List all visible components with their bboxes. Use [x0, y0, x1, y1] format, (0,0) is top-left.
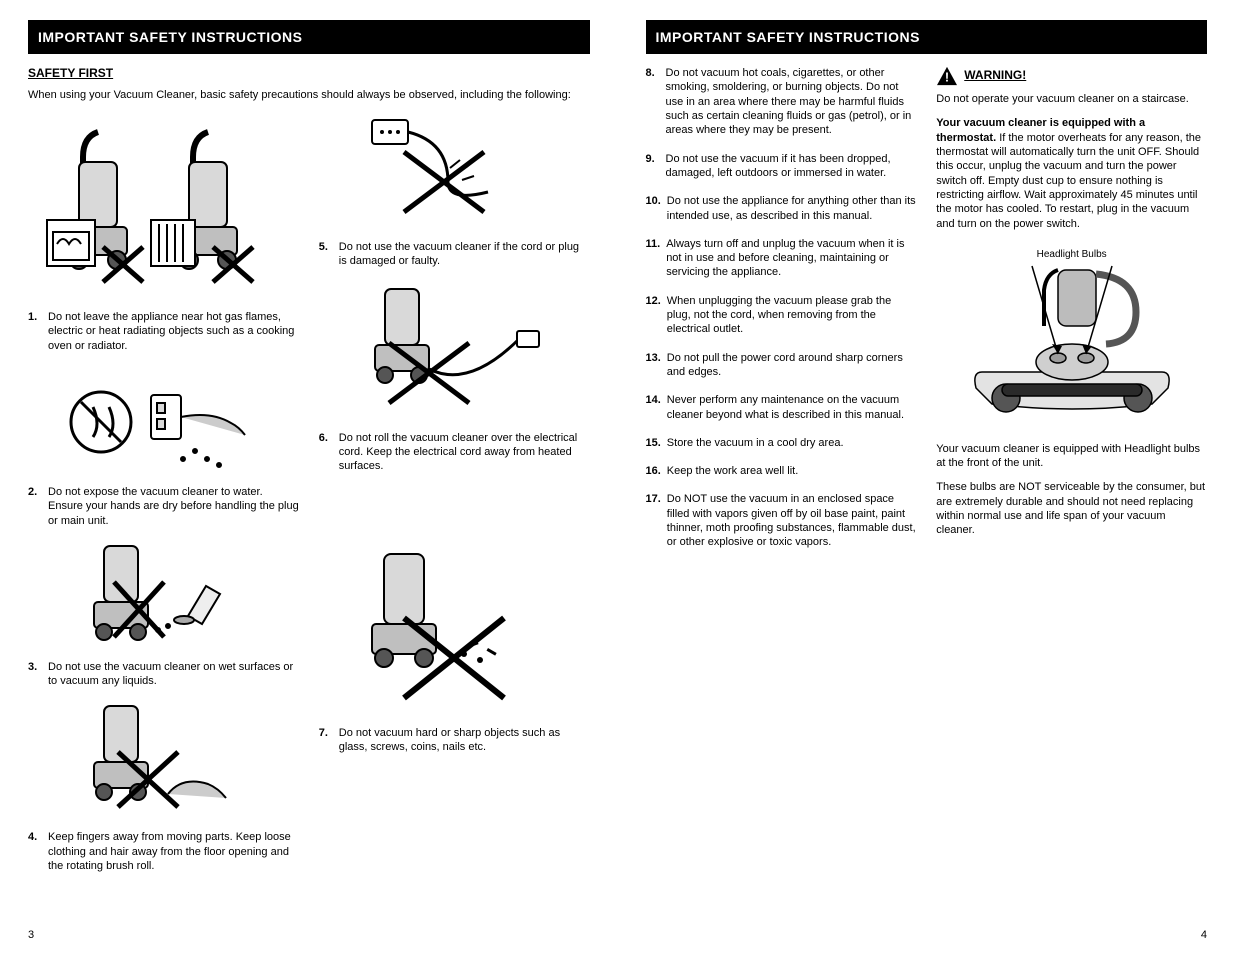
item-number: 5. [319, 240, 333, 269]
right-subcol-2: ! WARNING! Do not operate your vacuum cl… [936, 66, 1207, 563]
warning-body-1: Do not operate your vacuum cleaner on a … [936, 92, 1207, 106]
item-text: Do not leave the appliance near hot gas … [48, 310, 299, 353]
item-number: 13. [646, 351, 661, 380]
item-number: 8. [646, 66, 660, 137]
figure-sharp-objects [319, 548, 590, 718]
safety-item: 1. Do not leave the appliance near hot g… [28, 310, 299, 353]
safety-item: 6. Do not roll the vacuum cleaner over t… [319, 431, 590, 474]
figure-headlight [936, 264, 1207, 434]
svg-text:!: ! [945, 70, 949, 85]
item-number: 16. [646, 464, 661, 478]
figure-no-water [28, 367, 299, 477]
safety-item: 17. Do NOT use the vacuum in an enclosed … [646, 492, 917, 549]
figure-wet-surface [28, 542, 299, 652]
item-text: Do not roll the vacuum cleaner over the … [339, 431, 590, 474]
safety-first-title: SAFETY FIRST [28, 66, 590, 82]
item-number: 10. [646, 194, 661, 223]
right-subcol-1: 8.Do not vacuum hot coals, cigarettes, o… [646, 66, 917, 563]
item-number: 2. [28, 485, 42, 528]
right-header-bar: IMPORTANT SAFETY INSTRUCTIONS [646, 20, 1208, 54]
safety-item: 5. Do not use the vacuum cleaner if the … [319, 240, 590, 269]
item-text: Never perform any maintenance on the vac… [667, 393, 916, 422]
item-number: 6. [319, 431, 333, 474]
safety-item: 13. Do not pull the power cord around sha… [646, 351, 917, 380]
item-number: 3. [28, 660, 42, 689]
page-number-right: 4 [1201, 928, 1207, 942]
item-number: 4. [28, 830, 42, 873]
item-number: 7. [319, 726, 333, 755]
warning-label: WARNING! [964, 68, 1026, 84]
item-text: Do not use the appliance for anything ot… [667, 194, 916, 223]
warning-triangle-icon: ! [936, 66, 958, 86]
item-text: Keep the work area well lit. [667, 464, 916, 478]
item-number: 11. [646, 237, 661, 280]
right-two-column: 8.Do not vacuum hot coals, cigarettes, o… [646, 66, 1208, 563]
safety-item: 16. Keep the work area well lit. [646, 464, 917, 478]
item-text: Do not pull the power cord around sharp … [667, 351, 916, 380]
item-number: 9. [646, 152, 660, 181]
safety-item: 9.Do not use the vacuum if it has been d… [646, 152, 917, 181]
headlight-label: Headlight Bulbs [936, 249, 1207, 260]
left-subcol-2: 5. Do not use the vacuum cleaner if the … [319, 112, 590, 887]
item-text: Do not vacuum hot coals, cigarettes, or … [666, 66, 917, 137]
right-page: IMPORTANT SAFETY INSTRUCTIONS 8.Do not v… [618, 0, 1235, 954]
item-text: Do not expose the vacuum cleaner to wate… [48, 485, 299, 528]
left-subcol-1: 1. Do not leave the appliance near hot g… [28, 112, 299, 887]
figure-roll-over-cord [319, 283, 590, 423]
figure-heat-sources [28, 112, 299, 302]
warning-body-2: Your vacuum cleaner is equipped with a t… [936, 116, 1207, 230]
item-text: Do not use the vacuum cleaner on wet sur… [48, 660, 299, 689]
safety-item: 2. Do not expose the vacuum cleaner to w… [28, 485, 299, 528]
item-text: Store the vacuum in a cool dry area. [667, 436, 916, 450]
item-text: Do not vacuum hard or sharp objects such… [339, 726, 590, 755]
figure-damaged-cord [319, 112, 590, 232]
warning-body-2-rest: If the motor overheats for any reason, t… [936, 132, 1201, 230]
safety-item: 4. Keep fingers away from moving parts. … [28, 830, 299, 873]
intro-text: When using your Vacuum Cleaner, basic sa… [28, 88, 590, 102]
item-text: Do NOT use the vacuum in an enclosed spa… [667, 492, 916, 549]
safety-item: 8.Do not vacuum hot coals, cigarettes, o… [646, 66, 917, 137]
item-text: Always turn off and unplug the vacuum wh… [666, 237, 916, 280]
safety-item: 3. Do not use the vacuum cleaner on wet … [28, 660, 299, 689]
headlight-note-1: Your vacuum cleaner is equipped with Hea… [936, 442, 1207, 471]
warning-heading: ! WARNING! [936, 66, 1207, 86]
safety-item: 11. Always turn off and unplug the vacuum… [646, 237, 917, 280]
item-text: Do not use the vacuum if it has been dro… [666, 152, 917, 181]
item-number: 12. [646, 294, 661, 337]
safety-item: 15. Store the vacuum in a cool dry area. [646, 436, 917, 450]
safety-item: 12. When unplugging the vacuum please gra… [646, 294, 917, 337]
left-header-bar: IMPORTANT SAFETY INSTRUCTIONS [28, 20, 590, 54]
item-number: 14. [646, 393, 661, 422]
headlight-note-2: These bulbs are NOT serviceable by the c… [936, 480, 1207, 537]
item-number: 1. [28, 310, 42, 353]
safety-item: 7. Do not vacuum hard or sharp objects s… [319, 726, 590, 755]
left-page: IMPORTANT SAFETY INSTRUCTIONS SAFETY FIR… [0, 0, 618, 954]
figure-fingers-away [28, 702, 299, 822]
page-number-left: 3 [28, 928, 34, 942]
item-text: When unplugging the vacuum please grab t… [667, 294, 916, 337]
item-number: 17. [646, 492, 661, 549]
safety-item: 14. Never perform any maintenance on the … [646, 393, 917, 422]
safety-item: 10. Do not use the appliance for anything… [646, 194, 917, 223]
item-number: 15. [646, 436, 661, 450]
item-text: Do not use the vacuum cleaner if the cor… [339, 240, 590, 269]
item-text: Keep fingers away from moving parts. Kee… [48, 830, 299, 873]
left-two-column: 1. Do not leave the appliance near hot g… [28, 112, 590, 887]
